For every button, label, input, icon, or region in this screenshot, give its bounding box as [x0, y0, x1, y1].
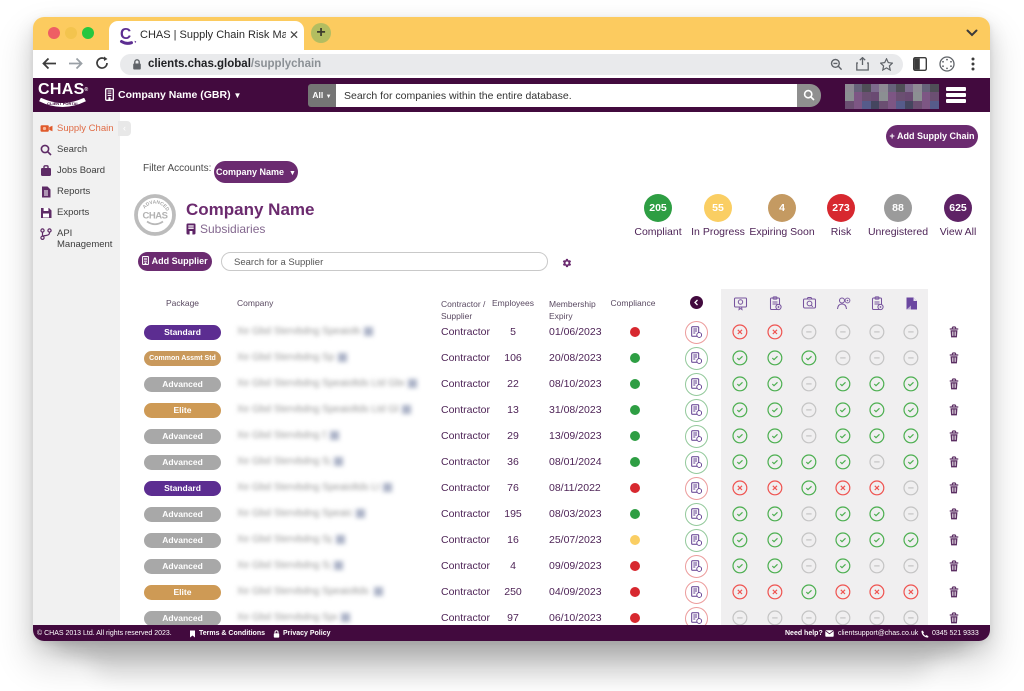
- svg-text:CLIENT PORTAL: CLIENT PORTAL: [47, 101, 79, 106]
- svg-text:CHAS: CHAS: [143, 211, 168, 222]
- svg-text:C: C: [120, 26, 131, 43]
